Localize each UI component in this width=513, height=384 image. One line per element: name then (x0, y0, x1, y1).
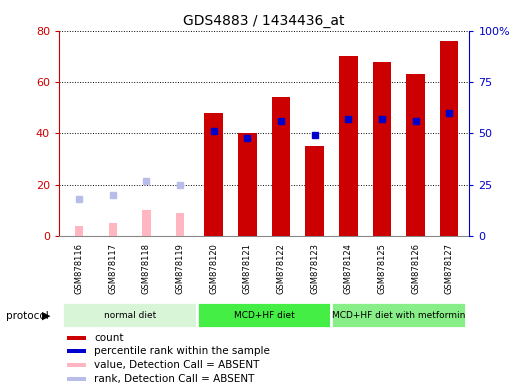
Bar (339, 56, 358, 236)
Text: GSM878120: GSM878120 (209, 243, 218, 294)
Text: GSM878117: GSM878117 (108, 243, 117, 294)
Text: GSM878116: GSM878116 (75, 243, 84, 294)
Text: value, Detection Call = ABSENT: value, Detection Call = ABSENT (94, 360, 259, 370)
Bar (75, 226, 83, 236)
Text: normal diet: normal diet (104, 311, 156, 320)
Text: GSM878122: GSM878122 (277, 243, 286, 294)
Bar (67, 349, 86, 353)
Text: GSM878126: GSM878126 (411, 243, 420, 294)
Bar (176, 213, 184, 236)
Text: GSM878118: GSM878118 (142, 243, 151, 294)
Text: GSM878121: GSM878121 (243, 243, 252, 294)
Text: percentile rank within the sample: percentile rank within the sample (94, 346, 270, 356)
Text: GSM878123: GSM878123 (310, 243, 319, 294)
Text: GSM878124: GSM878124 (344, 243, 353, 294)
Bar (406, 74, 425, 236)
Text: GSM878125: GSM878125 (378, 243, 386, 294)
Text: MCD+HF diet with metformin: MCD+HF diet with metformin (332, 311, 465, 320)
Text: GSM878127: GSM878127 (445, 243, 453, 294)
Text: GSM878119: GSM878119 (175, 243, 185, 294)
Bar (67, 377, 86, 381)
Bar (109, 223, 117, 236)
Bar (272, 98, 290, 236)
Bar (238, 133, 256, 236)
Title: GDS4883 / 1434436_at: GDS4883 / 1434436_at (184, 14, 345, 28)
Text: count: count (94, 333, 124, 343)
Bar (372, 61, 391, 236)
Text: rank, Detection Call = ABSENT: rank, Detection Call = ABSENT (94, 374, 254, 384)
Bar (67, 336, 86, 340)
Bar (142, 210, 151, 236)
Bar (205, 113, 223, 236)
Bar (331, 302, 466, 328)
Bar (63, 302, 197, 328)
Bar (67, 363, 86, 367)
Text: MCD+HF diet: MCD+HF diet (234, 311, 294, 320)
Text: ▶: ▶ (42, 311, 51, 321)
Bar (440, 41, 459, 236)
Bar (305, 146, 324, 236)
Bar (197, 302, 331, 328)
Text: protocol: protocol (6, 311, 49, 321)
